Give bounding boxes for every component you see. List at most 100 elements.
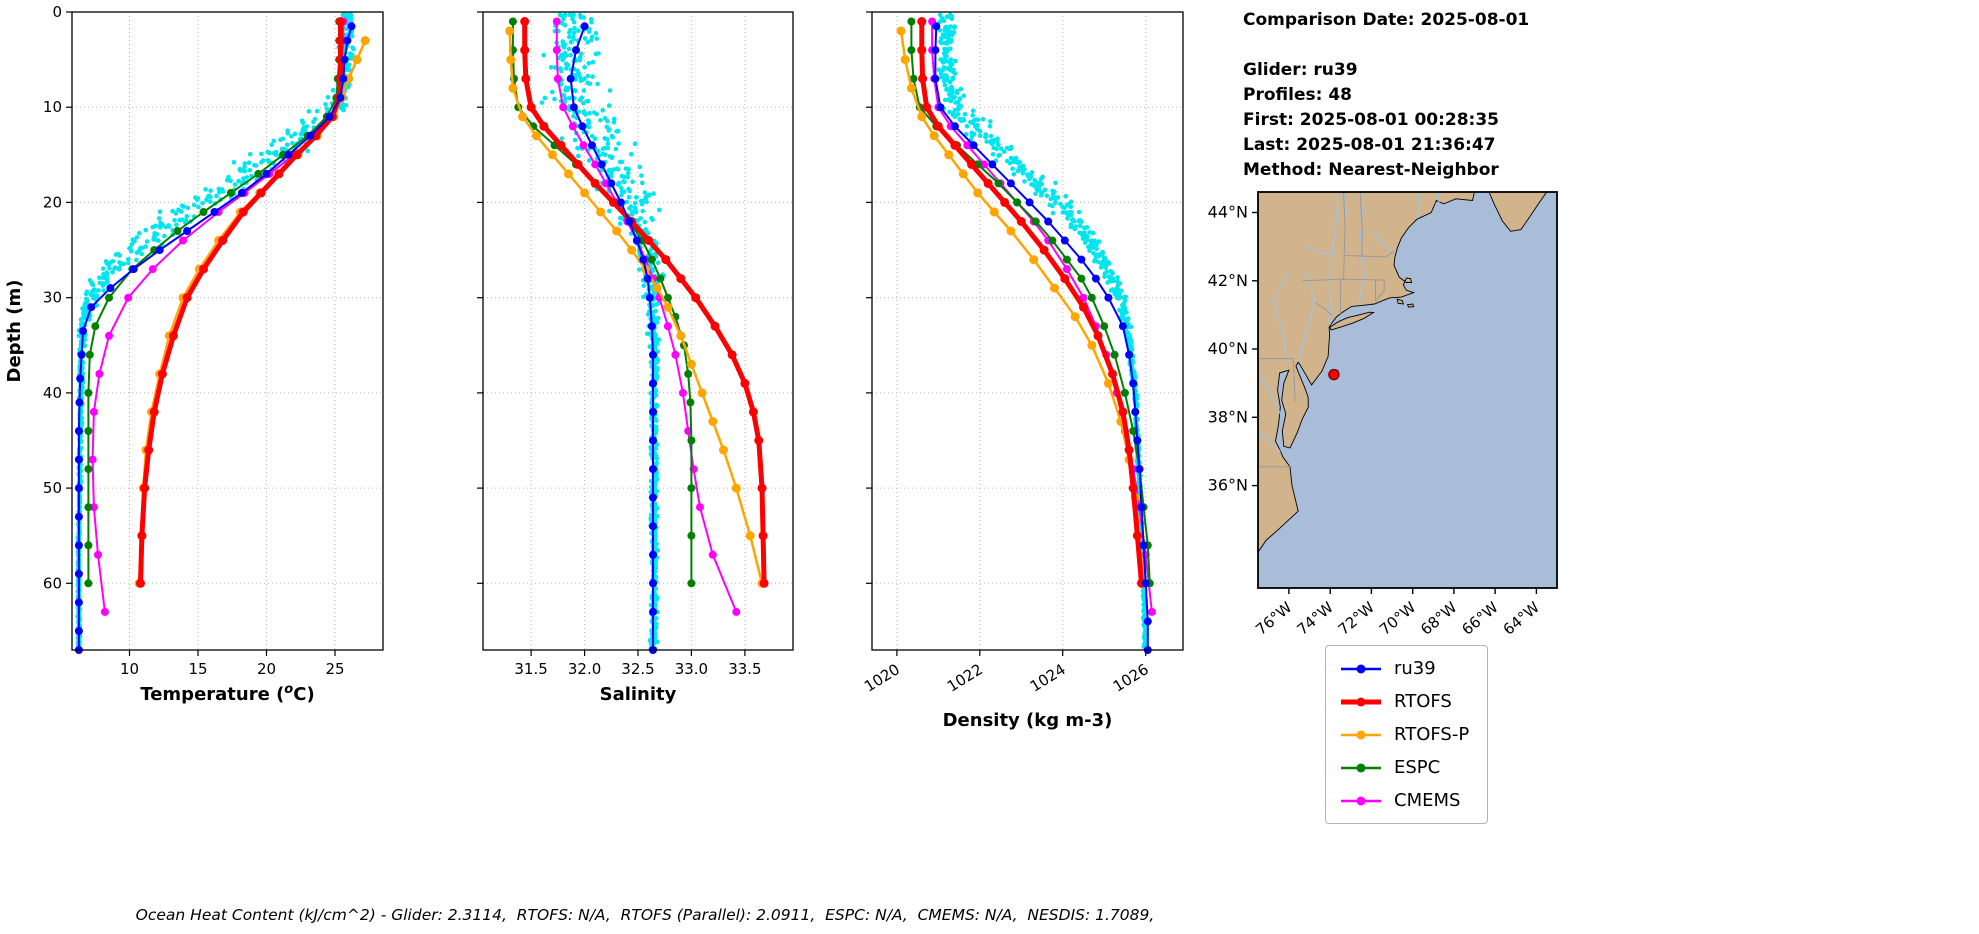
- y-axis: [477, 11, 483, 584]
- legend-label: RTOFS-P: [1394, 724, 1470, 745]
- y-axis-label: Depth (m): [4, 280, 25, 383]
- series-rtofs-parallel: [505, 26, 767, 588]
- legend-line-marker-icon: [1341, 697, 1381, 706]
- legend-item-rtofs-p: RTOFS-P: [1338, 724, 1469, 745]
- method-text: Method: Nearest-Neighbor: [1243, 160, 1499, 180]
- svg-text:30: 30: [43, 289, 62, 307]
- x-axis-label: Temperature (oC): [140, 682, 314, 705]
- svg-text:33.5: 33.5: [728, 660, 761, 678]
- temperature-profile-chart: 10 15 20 25 0 10 20 30 40 50 60 Temperature (oC) Dep…: [4, 3, 384, 705]
- svg-text:40: 40: [43, 384, 62, 402]
- legend-line-marker-icon: [1341, 730, 1381, 739]
- legend-item-cmems: CMEMS: [1338, 790, 1469, 811]
- legend-line-marker-icon: [1341, 664, 1381, 673]
- svg-text:32.5: 32.5: [621, 660, 654, 678]
- series-ru39: [931, 22, 1152, 654]
- land-marthas_vineyard: [1396, 298, 1405, 305]
- svg-text:72°W: 72°W: [1335, 598, 1378, 639]
- svg-text:31.5: 31.5: [514, 660, 547, 678]
- series-ru39: [566, 22, 657, 654]
- svg-text:36°N: 36°N: [1208, 476, 1248, 495]
- glider-scatter: [75, 12, 356, 648]
- comparison-date-text: Comparison Date: 2025-08-01: [1243, 10, 1530, 30]
- x-axis-label: Salinity: [600, 684, 677, 705]
- svg-text:66°W: 66°W: [1458, 598, 1501, 639]
- info-panel: Comparison Date: 2025-08-01 Glider: ru39…: [1243, 8, 1529, 183]
- svg-text:76°W: 76°W: [1252, 598, 1295, 639]
- legend-label: ru39: [1394, 658, 1436, 679]
- legend: ru39 RTOFS RTOFS-P ESPC CMEMS: [1325, 645, 1489, 824]
- series-espc: [508, 17, 696, 588]
- svg-text:68°W: 68°W: [1417, 598, 1460, 639]
- glider-location-marker: [1328, 368, 1340, 381]
- svg-text:40°N: 40°N: [1208, 339, 1248, 358]
- location-map: 76°W74°W72°W70°W68°W66°W64°W 44°N 42°N 40°N…: [1208, 191, 1558, 639]
- last-profile-time-text: Last: 2025-08-01 21:36:47: [1243, 135, 1496, 155]
- x-axis: 1020 1022 1024 1026: [861, 650, 1152, 696]
- glider-name-text: Glider: ru39: [1243, 60, 1358, 80]
- legend-line-marker-icon: [1341, 796, 1381, 805]
- svg-text:70°W: 70°W: [1376, 598, 1419, 639]
- land-nantucket: [1406, 303, 1415, 308]
- svg-text:44°N: 44°N: [1208, 203, 1248, 222]
- legend-line-marker-icon: [1341, 763, 1381, 772]
- ocean-heat-content-caption: Ocean Heat Content (kJ/cm^2) - Glider: 2…: [135, 906, 1155, 924]
- legend-label: CMEMS: [1394, 790, 1461, 811]
- svg-text:1022: 1022: [944, 660, 986, 696]
- state-borders: [1258, 192, 1395, 468]
- land-mainland: [1258, 192, 1475, 553]
- info-gap: [1243, 33, 1529, 58]
- land-nova_scotia: [1488, 192, 1548, 232]
- land: [1258, 192, 1548, 553]
- series-rtofs: [136, 17, 345, 588]
- svg-text:15: 15: [188, 660, 207, 678]
- series-ru39: [74, 22, 356, 654]
- svg-text:1024: 1024: [1027, 660, 1069, 696]
- density-profile-chart: 1020 1022 1024 1026 Density (kg m-3): [861, 11, 1184, 731]
- x-axis: 10 15 20 25: [120, 650, 345, 678]
- svg-text:32.0: 32.0: [568, 660, 601, 678]
- glider-scatter: [539, 12, 667, 651]
- legend-item-ru39: ru39: [1338, 658, 1469, 679]
- legend-item-espc: ESPC: [1338, 757, 1469, 778]
- svg-text:1020: 1020: [861, 660, 903, 696]
- svg-text:38°N: 38°N: [1208, 407, 1248, 426]
- svg-text:33.0: 33.0: [675, 660, 708, 678]
- series-rtofs: [520, 17, 769, 588]
- map-x-axis: 76°W74°W72°W70°W68°W66°W64°W: [1252, 588, 1543, 639]
- axes-frame: [71, 11, 384, 651]
- legend-item-rtofs: RTOFS: [1338, 691, 1469, 712]
- svg-text:1026: 1026: [1110, 660, 1152, 696]
- y-axis: [866, 11, 872, 584]
- svg-text:0: 0: [52, 3, 62, 21]
- axes-frame: [871, 11, 1184, 651]
- svg-text:10: 10: [43, 98, 62, 116]
- land-long_island: [1329, 311, 1375, 331]
- y-axis: 0 10 20 30 40 50 60: [43, 3, 72, 592]
- series-espc: [84, 17, 344, 588]
- legend-label: RTOFS: [1394, 691, 1452, 712]
- x-axis-label: Density (kg m-3): [943, 710, 1113, 731]
- profiles-count-text: Profiles: 48: [1243, 85, 1352, 105]
- svg-text:50: 50: [43, 479, 62, 497]
- svg-text:10: 10: [120, 660, 139, 678]
- map-y-axis: 44°N 42°N 40°N 38°N 36°N: [1208, 203, 1258, 495]
- first-profile-time-text: First: 2025-08-01 00:28:35: [1243, 110, 1500, 130]
- legend-label: ESPC: [1394, 757, 1441, 778]
- svg-text:20: 20: [43, 193, 62, 211]
- series-espc: [907, 17, 1154, 588]
- svg-text:64°W: 64°W: [1500, 598, 1543, 639]
- map-frame: [1257, 191, 1558, 589]
- svg-text:25: 25: [325, 660, 344, 678]
- svg-text:74°W: 74°W: [1293, 598, 1336, 639]
- glider-scatter: [936, 12, 1150, 650]
- svg-text:20: 20: [257, 660, 276, 678]
- x-axis: 31.5 32.0 32.5 33.0 33.5: [514, 650, 762, 678]
- series-cmems: [552, 17, 741, 616]
- svg-text:60: 60: [43, 574, 62, 592]
- rivers: [1258, 192, 1440, 452]
- series-rtofs: [917, 17, 1146, 588]
- series-rtofs-parallel: [896, 26, 1149, 588]
- salinity-profile-chart: 31.5 32.0 32.5 33.0 33.5 Salinity: [477, 11, 794, 705]
